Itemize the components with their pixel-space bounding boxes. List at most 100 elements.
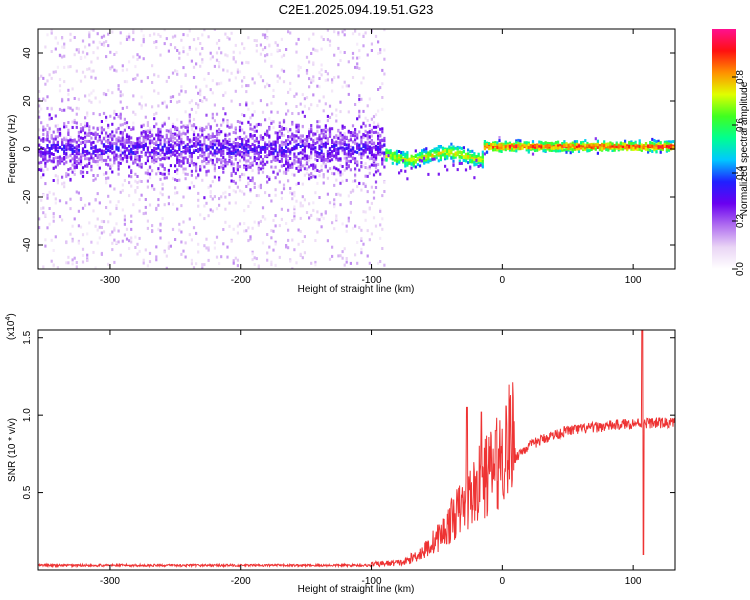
heatmap-cell [638, 141, 641, 145]
heatmap-cell [450, 149, 453, 153]
heatmap-cell [372, 115, 376, 119]
heatmap-cell [197, 156, 200, 160]
heatmap-cell [144, 198, 147, 201]
heatmap-cell [295, 261, 298, 265]
heatmap-cell [148, 129, 152, 133]
heatmap-cell [171, 71, 175, 75]
heatmap-cell [264, 148, 267, 152]
heatmap-cell [402, 150, 405, 154]
heatmap-cell [349, 148, 352, 152]
heatmap-cell [243, 131, 246, 135]
heatmap-cell [167, 195, 170, 199]
heatmap-cell [259, 52, 262, 56]
x-tick-label: -300 [100, 576, 120, 587]
heatmap-cell [171, 122, 175, 126]
heatmap-cell [182, 131, 185, 135]
heatmap-cell [79, 154, 83, 158]
heatmap-cell [621, 142, 625, 146]
heatmap-cell [251, 252, 254, 256]
heatmap-cell [180, 155, 183, 159]
heatmap-cell [218, 61, 221, 65]
heatmap-cell [320, 68, 323, 72]
heatmap-cell [65, 148, 68, 152]
heatmap-cell [364, 124, 367, 128]
heatmap-cell [347, 219, 350, 223]
heatmap-cell [310, 124, 313, 127]
heatmap-cell [328, 116, 332, 119]
heatmap-cell [253, 39, 256, 42]
heatmap-cell [387, 149, 390, 153]
heatmap-cell [634, 147, 637, 151]
heatmap-cell [100, 128, 103, 132]
heatmap-cell [253, 125, 256, 129]
heatmap-cell [381, 217, 384, 221]
heatmap-cell [301, 144, 304, 147]
heatmap-cell [594, 137, 597, 141]
heatmap-cell [100, 35, 103, 39]
heatmap-cell [128, 181, 131, 185]
heatmap-cell [207, 258, 210, 262]
heatmap-cell [362, 210, 365, 214]
heatmap-cell [653, 139, 656, 142]
heatmap-cell [297, 143, 300, 146]
heatmap-cell [312, 167, 315, 171]
heatmap-cell [280, 151, 283, 155]
heatmap-cell [44, 244, 47, 248]
heatmap-cell [136, 53, 139, 57]
heatmap-cell [52, 179, 55, 182]
y-tick-label: 0.5 [22, 485, 33, 499]
heatmap-cell [215, 207, 219, 211]
heatmap-cell [278, 169, 281, 173]
heatmap-cell [387, 154, 390, 158]
heatmap-cell [609, 143, 612, 147]
heatmap-cell [345, 229, 348, 233]
heatmap-cell [174, 144, 177, 148]
heatmap-cell [603, 146, 606, 150]
heatmap-cell [278, 180, 281, 184]
heatmap-cell [201, 178, 204, 182]
heatmap-cell [337, 157, 340, 161]
heatmap-cell [312, 140, 315, 144]
heatmap-cell [232, 189, 235, 193]
heatmap-cell [270, 236, 273, 240]
heatmap-cell [521, 144, 524, 148]
heatmap-cell [270, 263, 273, 267]
heatmap-cell [295, 123, 298, 127]
heatmap-cell [123, 141, 126, 145]
heatmap-cell [245, 103, 248, 107]
heatmap-cell [628, 140, 631, 144]
heatmap-cell [140, 95, 143, 99]
heatmap-cell [88, 125, 91, 129]
heatmap-cell [492, 143, 495, 146]
heatmap-cell [628, 144, 631, 148]
heatmap-cell [381, 227, 384, 231]
heatmap-cell [571, 141, 574, 145]
heatmap-cell [213, 143, 216, 147]
heatmap-cell [354, 173, 357, 177]
heatmap-cell [163, 203, 166, 207]
heatmap-cell [182, 150, 185, 154]
heatmap-cell [125, 140, 129, 144]
heatmap-cell [130, 141, 133, 144]
heatmap-cell [94, 149, 97, 153]
heatmap-cell [180, 142, 183, 146]
heatmap-cell [234, 148, 237, 152]
heatmap-cell [391, 161, 394, 165]
heatmap-cell [425, 147, 428, 151]
heatmap-cell [398, 160, 401, 164]
heatmap-cell [180, 230, 183, 234]
heatmap-cell [230, 172, 233, 176]
heatmap-cell [178, 143, 181, 147]
heatmap-cell [130, 236, 133, 240]
heatmap-cell [86, 259, 89, 262]
heatmap-cell [238, 145, 242, 148]
heatmap-cell [318, 144, 321, 148]
heatmap-cell [278, 153, 281, 157]
colorbar-tick-label: 0.6 [735, 118, 746, 132]
heatmap-cell [148, 126, 152, 130]
heatmap-cell [287, 238, 290, 242]
heatmap-cell [105, 40, 108, 43]
heatmap-cell [174, 136, 177, 140]
heatmap-cell [354, 169, 357, 173]
heatmap-cell [490, 143, 493, 147]
